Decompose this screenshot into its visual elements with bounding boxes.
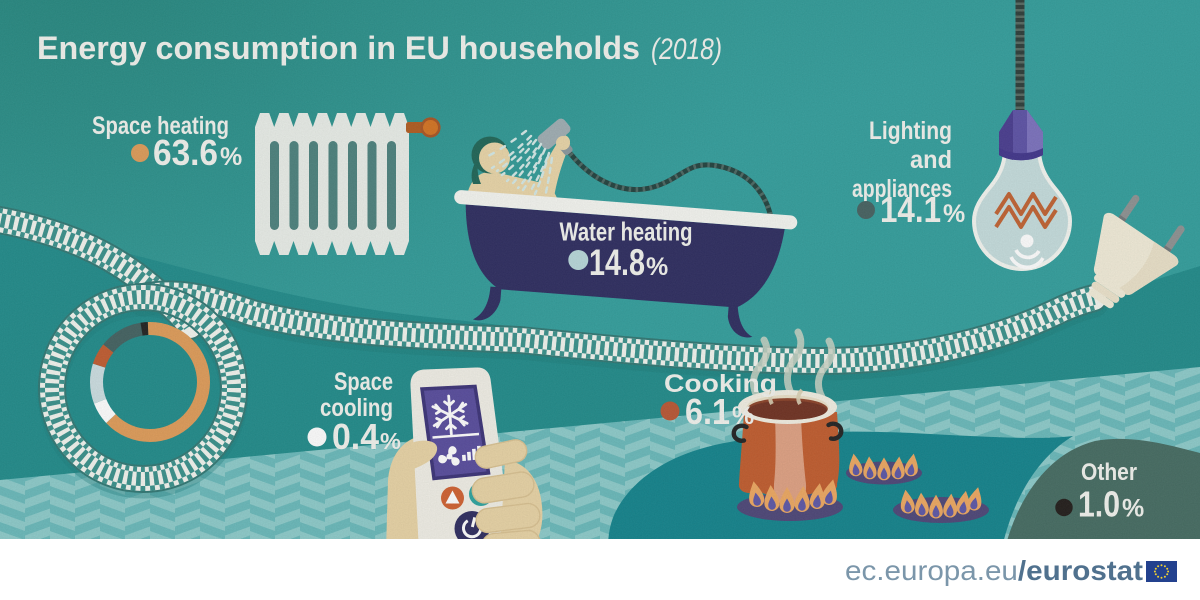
svg-text:%: %	[1122, 495, 1144, 523]
svg-text:%: %	[646, 253, 668, 281]
svg-text:ec.europa.eu/eurostat: ec.europa.eu/eurostat	[845, 555, 1143, 586]
svg-text:and: and	[910, 146, 952, 174]
svg-text:63.6: 63.6	[153, 132, 218, 173]
svg-text:1.0: 1.0	[1078, 484, 1120, 525]
svg-text:%: %	[732, 402, 754, 430]
svg-text:(2018): (2018)	[651, 33, 722, 66]
svg-text:Lighting: Lighting	[869, 117, 952, 145]
svg-text:%: %	[380, 428, 401, 454]
svg-text:14.1: 14.1	[880, 189, 941, 230]
svg-text:%: %	[220, 143, 242, 171]
svg-text:Space: Space	[334, 368, 393, 396]
svg-text:14.8: 14.8	[589, 241, 645, 283]
svg-text:%: %	[943, 200, 965, 228]
svg-text:Energy consumption in EU house: Energy consumption in EU households	[37, 30, 640, 66]
svg-text:6.1: 6.1	[685, 391, 730, 432]
svg-text:0.4: 0.4	[332, 416, 380, 457]
svg-text:Other: Other	[1081, 459, 1137, 486]
